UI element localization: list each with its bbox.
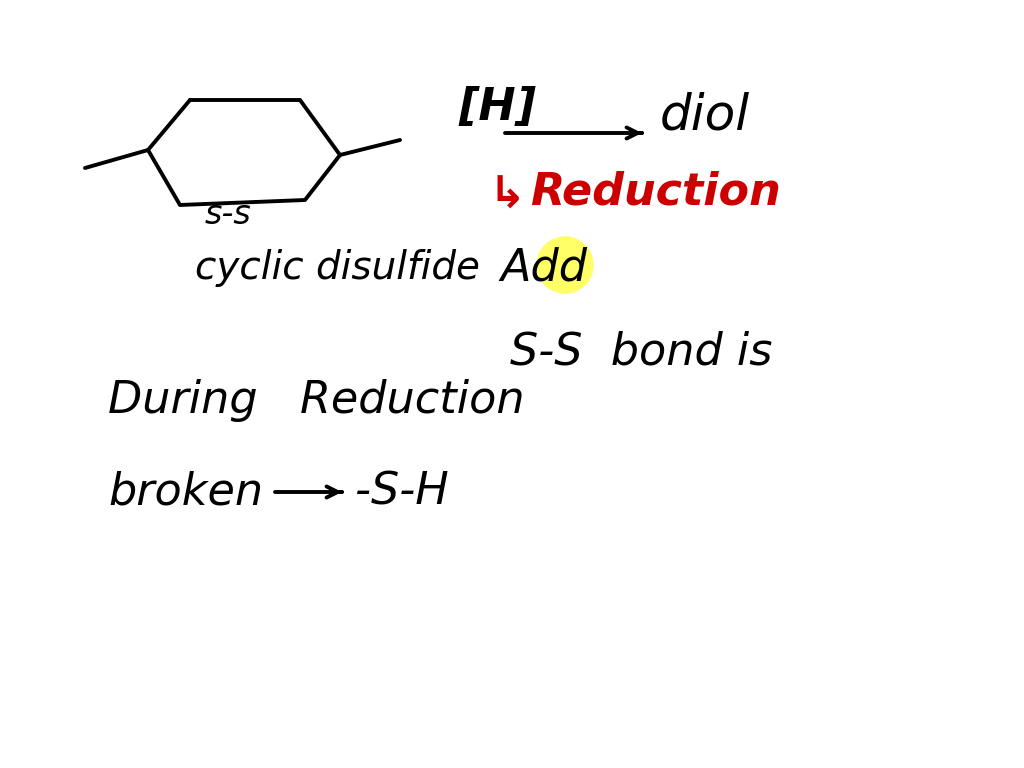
- Text: S-S  bond is: S-S bond is: [510, 330, 772, 373]
- Text: broken: broken: [108, 471, 263, 514]
- Text: Add: Add: [500, 247, 587, 290]
- Circle shape: [537, 237, 593, 293]
- Text: cyclic disulfide: cyclic disulfide: [195, 249, 480, 287]
- Text: [H]: [H]: [458, 87, 536, 130]
- Text: s-s: s-s: [205, 198, 251, 231]
- Text: diol: diol: [660, 91, 751, 139]
- Text: -S-H: -S-H: [355, 471, 449, 514]
- Text: Reduction: Reduction: [530, 170, 780, 214]
- Text: During   Reduction: During Reduction: [108, 379, 524, 422]
- Text: ↳: ↳: [488, 174, 525, 217]
